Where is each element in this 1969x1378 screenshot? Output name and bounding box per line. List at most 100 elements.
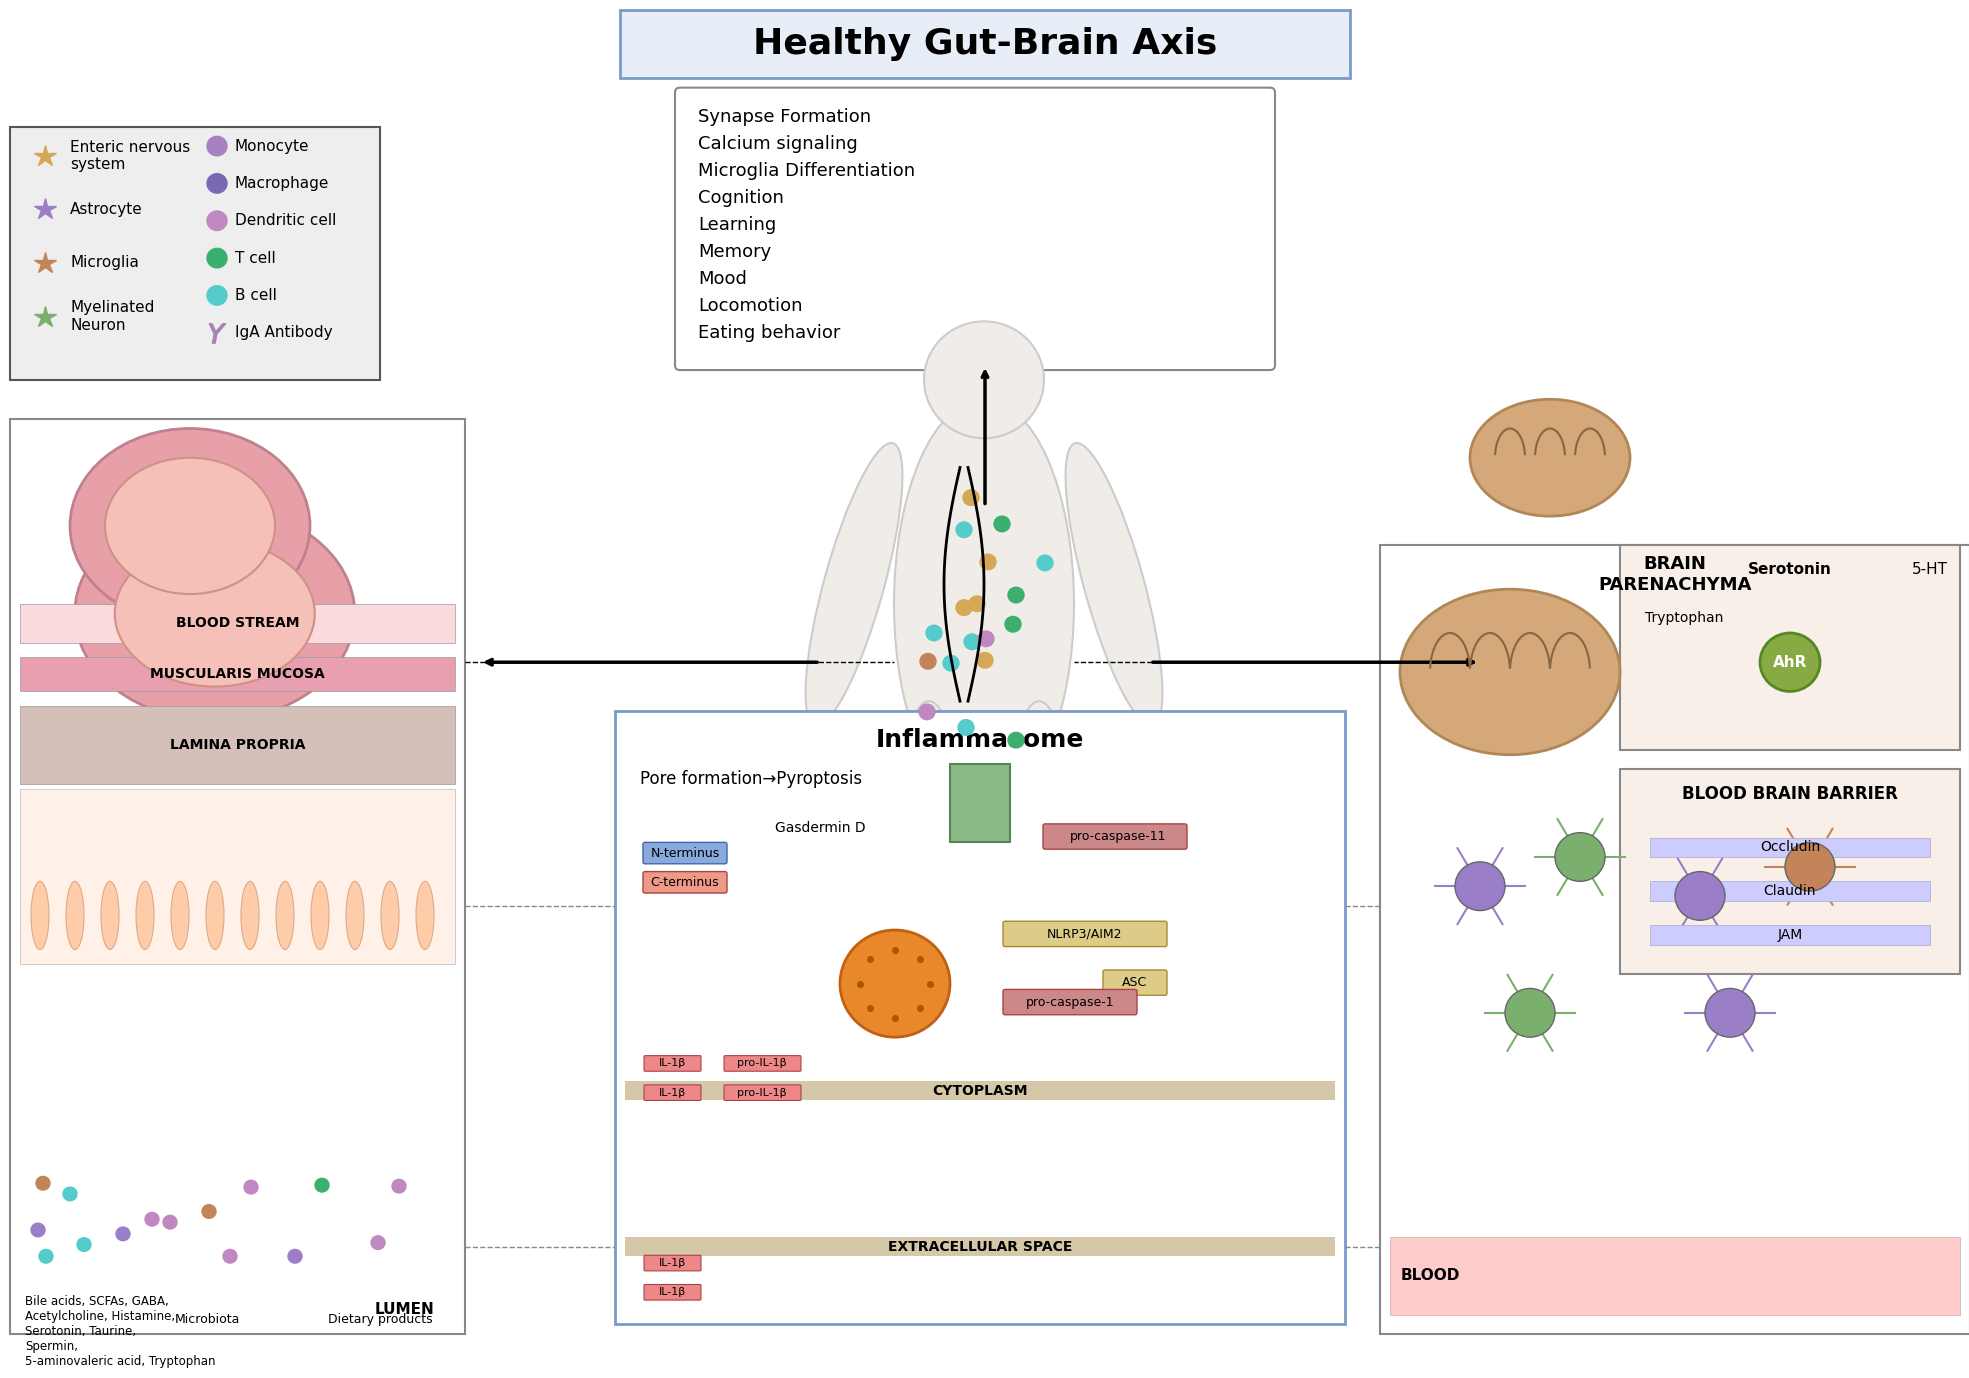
Ellipse shape [311, 882, 329, 949]
Text: Serotonin: Serotonin [1748, 562, 1831, 577]
Ellipse shape [276, 882, 293, 949]
Ellipse shape [1471, 400, 1630, 517]
FancyBboxPatch shape [644, 1255, 701, 1271]
Circle shape [943, 656, 959, 671]
Circle shape [994, 517, 1010, 532]
Text: Mood: Mood [697, 270, 746, 288]
Ellipse shape [114, 540, 315, 686]
FancyBboxPatch shape [1650, 838, 1930, 857]
Text: IgA Antibody: IgA Antibody [234, 325, 333, 340]
Text: Microglia: Microglia [71, 255, 140, 270]
Text: Calcium signaling: Calcium signaling [697, 135, 858, 153]
Circle shape [207, 174, 226, 193]
Text: N-terminus: N-terminus [650, 846, 719, 860]
Ellipse shape [32, 882, 49, 949]
Text: JAM: JAM [1778, 927, 1804, 943]
Text: Bile acids, SCFAs, GABA,
Acetylcholine, Histamine,
Serotonin, Taurine,
Spermin,
: Bile acids, SCFAs, GABA, Acetylcholine, … [26, 1295, 215, 1368]
FancyBboxPatch shape [20, 788, 455, 965]
Circle shape [315, 1178, 329, 1192]
Text: LAMINA PROPRIA: LAMINA PROPRIA [169, 739, 305, 752]
Text: pro-caspase-1: pro-caspase-1 [1026, 995, 1114, 1009]
Circle shape [957, 599, 973, 616]
Text: ASC: ASC [1122, 976, 1148, 989]
Text: EXTRACELLULAR SPACE: EXTRACELLULAR SPACE [888, 1240, 1073, 1254]
Text: Synapse Formation: Synapse Formation [697, 107, 870, 125]
FancyBboxPatch shape [644, 842, 727, 864]
Ellipse shape [805, 442, 902, 726]
Circle shape [965, 634, 981, 649]
Circle shape [244, 1181, 258, 1193]
Text: Eating behavior: Eating behavior [697, 324, 841, 342]
Circle shape [1008, 732, 1024, 748]
Circle shape [39, 1250, 53, 1264]
Text: Tryptophan: Tryptophan [1644, 612, 1723, 626]
Text: Locomotion: Locomotion [697, 298, 803, 316]
Text: Enteric nervous
system: Enteric nervous system [71, 139, 191, 172]
Ellipse shape [1006, 701, 1071, 974]
Ellipse shape [171, 882, 189, 949]
Text: LUMEN: LUMEN [376, 1302, 435, 1317]
Ellipse shape [104, 457, 276, 594]
FancyBboxPatch shape [20, 706, 455, 784]
Text: pro-IL-1β: pro-IL-1β [736, 1087, 788, 1098]
Text: Memory: Memory [697, 243, 772, 260]
FancyBboxPatch shape [614, 711, 1345, 1324]
Circle shape [981, 554, 996, 569]
FancyBboxPatch shape [10, 127, 380, 380]
Ellipse shape [1400, 590, 1620, 755]
FancyBboxPatch shape [1002, 922, 1168, 947]
FancyBboxPatch shape [1390, 1237, 1959, 1315]
Text: MUSCULARIS MUCOSA: MUSCULARIS MUCOSA [150, 667, 325, 681]
Ellipse shape [136, 882, 154, 949]
FancyBboxPatch shape [644, 1284, 701, 1299]
FancyBboxPatch shape [1620, 769, 1959, 974]
Ellipse shape [67, 882, 85, 949]
Text: Dendritic cell: Dendritic cell [234, 214, 337, 229]
Circle shape [370, 1236, 386, 1250]
FancyBboxPatch shape [644, 1056, 701, 1071]
Circle shape [207, 248, 226, 267]
Circle shape [392, 1180, 406, 1193]
Circle shape [207, 285, 226, 305]
Text: BLOOD STREAM: BLOOD STREAM [175, 616, 299, 630]
FancyBboxPatch shape [1650, 882, 1930, 901]
Ellipse shape [100, 882, 118, 949]
Circle shape [923, 321, 1044, 438]
Ellipse shape [1065, 442, 1162, 726]
Text: pro-caspase-11: pro-caspase-11 [1069, 830, 1166, 843]
Text: IL-1β: IL-1β [658, 1058, 685, 1068]
Circle shape [287, 1250, 301, 1264]
FancyBboxPatch shape [20, 657, 455, 692]
Text: pro-IL-1β: pro-IL-1β [736, 1058, 788, 1068]
Text: IL-1β: IL-1β [658, 1258, 685, 1268]
FancyBboxPatch shape [725, 1084, 801, 1101]
Text: Cognition: Cognition [697, 189, 784, 207]
Circle shape [146, 1213, 159, 1226]
Text: Microglia Differentiation: Microglia Differentiation [697, 163, 916, 181]
Circle shape [1760, 633, 1819, 692]
Text: B cell: B cell [234, 288, 278, 303]
Text: Learning: Learning [697, 216, 776, 234]
FancyBboxPatch shape [624, 1237, 1335, 1257]
Text: NLRP3/AIM2: NLRP3/AIM2 [1048, 927, 1122, 940]
Text: Macrophage: Macrophage [234, 176, 329, 192]
Circle shape [1786, 842, 1835, 892]
Circle shape [116, 1226, 130, 1240]
Ellipse shape [380, 882, 400, 949]
Text: T cell: T cell [234, 251, 276, 266]
Circle shape [925, 626, 941, 641]
FancyBboxPatch shape [10, 419, 465, 1334]
Circle shape [222, 1250, 236, 1264]
FancyBboxPatch shape [949, 765, 1010, 842]
Ellipse shape [347, 882, 364, 949]
Circle shape [1504, 988, 1556, 1038]
Text: Pore formation→Pyroptosis: Pore formation→Pyroptosis [640, 770, 862, 788]
Circle shape [35, 1177, 49, 1191]
Text: Myelinated
Neuron: Myelinated Neuron [71, 300, 154, 332]
Circle shape [203, 1204, 217, 1218]
Circle shape [207, 136, 226, 156]
Ellipse shape [894, 400, 1073, 809]
FancyBboxPatch shape [644, 1084, 701, 1101]
Circle shape [1455, 861, 1504, 911]
Ellipse shape [75, 506, 354, 721]
